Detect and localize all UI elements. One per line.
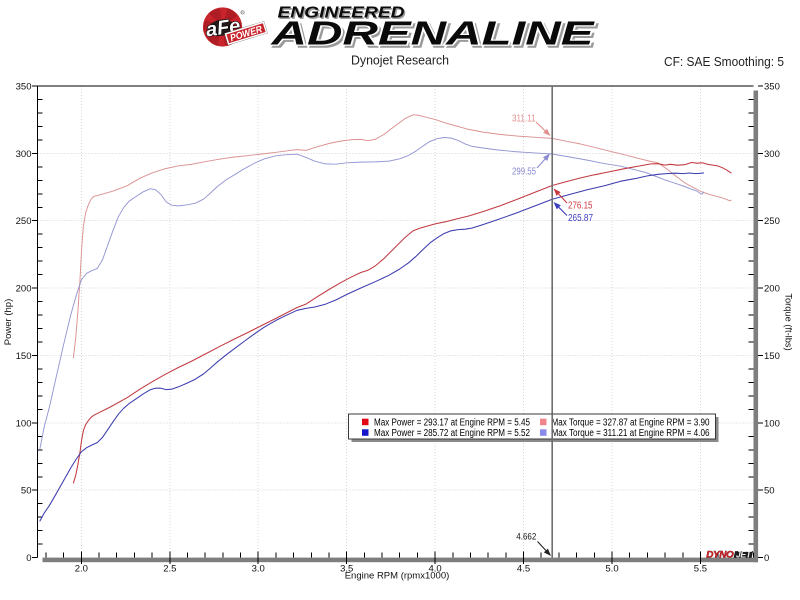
- svg-text:3.0: 3.0: [252, 564, 265, 575]
- svg-text:5.0: 5.0: [605, 564, 618, 575]
- svg-text:200: 200: [764, 284, 780, 295]
- svg-text:250: 250: [764, 216, 780, 227]
- svg-text:4.662: 4.662: [516, 532, 536, 543]
- svg-text:350: 350: [764, 81, 780, 92]
- svg-text:299.55: 299.55: [512, 167, 536, 178]
- svg-text:50: 50: [21, 486, 32, 497]
- svg-text:DYNO: DYNO: [706, 549, 733, 559]
- svg-text:150: 150: [16, 351, 32, 362]
- svg-text:200: 200: [16, 284, 32, 295]
- svg-text:Engine RPM (rpmx1000): Engine RPM (rpmx1000): [345, 571, 450, 582]
- svg-text:ADRENALINE: ADRENALINE: [270, 14, 595, 51]
- svg-text:Torque (ft-lbs): Torque (ft-lbs): [784, 293, 794, 350]
- svg-text:Dynojet Research: Dynojet Research: [351, 53, 449, 68]
- svg-text:Max Power = 285.72 at Engine R: Max Power = 285.72 at Engine RPM = 5.52: [374, 428, 530, 439]
- svg-text:300: 300: [16, 149, 32, 160]
- svg-text:CF: SAE Smoothing: 5: CF: SAE Smoothing: 5: [664, 54, 784, 69]
- svg-text:350: 350: [16, 81, 32, 92]
- svg-text:0: 0: [26, 553, 31, 564]
- svg-text:265.87: 265.87: [568, 213, 593, 224]
- svg-text:100: 100: [16, 418, 32, 429]
- svg-text:R: R: [241, 11, 244, 15]
- svg-text:Max Torque = 327.87 at Engine: Max Torque = 327.87 at Engine RPM = 3.90: [552, 417, 710, 428]
- svg-text:50: 50: [764, 486, 775, 497]
- svg-text:ENGINEERED: ENGINEERED: [279, 6, 407, 23]
- svg-text:JET: JET: [736, 549, 753, 559]
- svg-text:150: 150: [764, 351, 780, 362]
- svg-text:ADRENALINE: ADRENALINE: [273, 17, 598, 54]
- svg-text:ADRENALINE: ADRENALINE: [270, 14, 595, 51]
- svg-text:Power (hp): Power (hp): [3, 299, 14, 345]
- svg-text:5.5: 5.5: [694, 564, 707, 575]
- svg-text:276.15: 276.15: [568, 201, 593, 212]
- svg-text:4.5: 4.5: [517, 564, 530, 575]
- svg-text:4.0: 4.0: [428, 564, 441, 575]
- svg-text:ENGINEERED: ENGINEERED: [278, 4, 406, 21]
- svg-text:3.5: 3.5: [340, 564, 353, 575]
- svg-text:Max Torque = 311.21 at Engine: Max Torque = 311.21 at Engine RPM = 4.06: [552, 428, 710, 439]
- svg-text:100: 100: [764, 418, 780, 429]
- svg-text:Max Power = 293.17 at Engine R: Max Power = 293.17 at Engine RPM = 5.45: [374, 417, 530, 428]
- svg-text:250: 250: [16, 216, 32, 227]
- svg-text:2.5: 2.5: [163, 564, 176, 575]
- svg-text:300: 300: [764, 149, 780, 160]
- svg-text:311.11: 311.11: [512, 114, 536, 125]
- svg-text:aFe: aFe: [205, 15, 242, 42]
- svg-text:2.0: 2.0: [75, 564, 88, 575]
- svg-text:0: 0: [764, 553, 769, 564]
